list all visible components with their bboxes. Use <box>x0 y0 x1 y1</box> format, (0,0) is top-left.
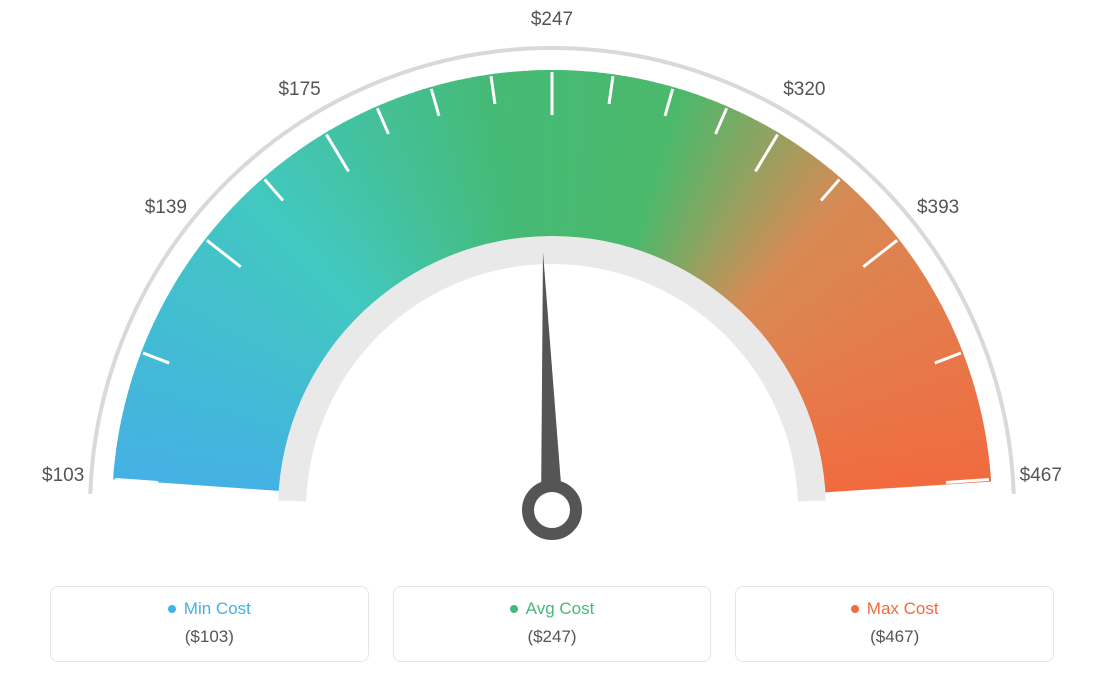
dot-icon-min <box>168 605 176 613</box>
gauge-svg <box>0 0 1104 560</box>
gauge-tick-label: $467 <box>1020 465 1062 487</box>
legend-title-max-text: Max Cost <box>867 599 939 619</box>
gauge-tick-label: $175 <box>278 79 320 101</box>
legend-title-min-text: Min Cost <box>184 599 251 619</box>
dot-icon-max <box>851 605 859 613</box>
gauge-area: $103 $139 $175 $247 $320 $393 $467 <box>0 0 1104 560</box>
dot-icon-avg <box>510 605 518 613</box>
gauge-tick-label: $320 <box>783 79 825 101</box>
legend-value-avg: ($247) <box>394 627 711 647</box>
legend-value-min: ($103) <box>51 627 368 647</box>
gauge-tick-label: $393 <box>917 197 959 219</box>
legend-title-avg-text: Avg Cost <box>526 599 595 619</box>
legend-title-avg: Avg Cost <box>510 599 595 619</box>
legend-title-max: Max Cost <box>851 599 939 619</box>
legend-title-min: Min Cost <box>168 599 251 619</box>
gauge-tick-label: $103 <box>42 465 84 487</box>
chart-wrap: $103 $139 $175 $247 $320 $393 $467 Min Cost ($… <box>0 0 1104 690</box>
gauge-tick-label: $247 <box>531 9 573 31</box>
legend-value-max: ($467) <box>736 627 1053 647</box>
gauge-tick-label: $139 <box>145 197 187 219</box>
legend-card-min: Min Cost ($103) <box>50 586 369 662</box>
legend-row: Min Cost ($103) Avg Cost ($247) Max Cost… <box>50 586 1054 662</box>
legend-card-avg: Avg Cost ($247) <box>393 586 712 662</box>
legend-card-max: Max Cost ($467) <box>735 586 1054 662</box>
